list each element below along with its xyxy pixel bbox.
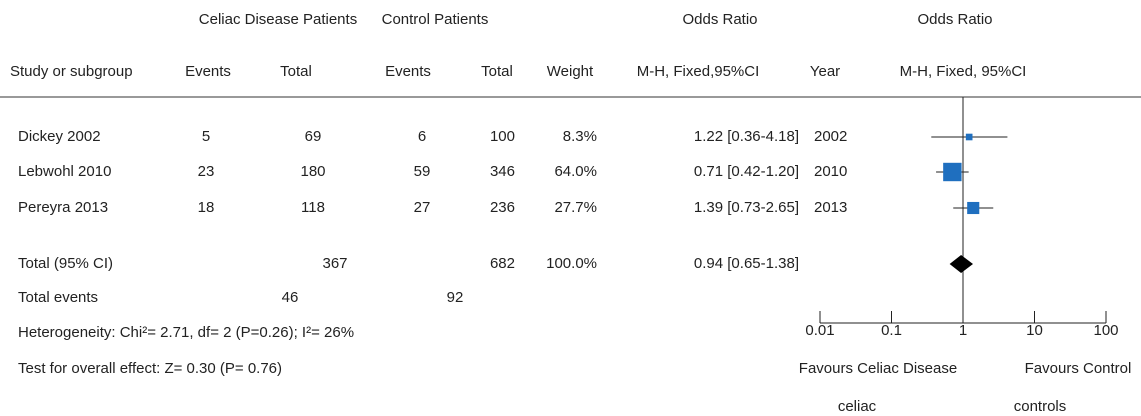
total: 118: [301, 199, 325, 216]
ci-label: 0.71 [0.42-1.20]: [694, 163, 799, 180]
column-header: Events: [185, 63, 231, 80]
heterogeneity: Heterogeneity: Chi²= 2.71, df= 2 (P=0.26…: [18, 324, 354, 341]
group-header: Odds Ratio: [917, 11, 992, 28]
column-header: Weight: [547, 63, 594, 80]
overall-effect: Test for overall effect: Z= 0.30 (P= 0.7…: [18, 360, 282, 377]
favours-label: celiac: [838, 398, 877, 415]
summary-diamond: [949, 255, 974, 273]
group-header: Control Patients: [382, 11, 489, 28]
study-name: Lebwohl 2010: [18, 163, 111, 180]
total: 346: [490, 163, 515, 180]
total-name: Total (95% CI): [18, 255, 113, 272]
weight: 27.7%: [554, 199, 597, 216]
total: 682: [490, 255, 515, 272]
group-header: Odds Ratio: [682, 11, 757, 28]
events: 5: [202, 128, 210, 145]
column-header: M-H, Fixed, 95%CI: [900, 63, 1027, 80]
year: 2002: [814, 128, 847, 145]
total-events-name: Total events: [18, 289, 98, 306]
total: 367: [322, 255, 347, 272]
total: 100: [490, 128, 515, 145]
events: 46: [282, 289, 299, 306]
ci-label: 0.94 [0.65-1.38]: [694, 255, 799, 272]
study-name: Pereyra 2013: [18, 199, 108, 216]
weight-box: [967, 201, 980, 215]
column-header: M-H, Fixed,95%CI: [637, 63, 760, 80]
column-header: Events: [385, 63, 431, 80]
column-header: Study or subgroup: [10, 63, 133, 80]
column-header: Total: [481, 63, 513, 80]
events: 27: [414, 199, 431, 216]
study-name: Dickey 2002: [18, 128, 101, 145]
x-tick-label: 0.1: [881, 322, 902, 339]
events: 6: [418, 128, 426, 145]
x-tick-label: 100: [1093, 322, 1118, 339]
weight: 8.3%: [563, 128, 597, 145]
weight-box: [965, 133, 973, 141]
favours-label: Favours Control: [1025, 360, 1132, 377]
events: 59: [414, 163, 431, 180]
favours-label: Favours Celiac Disease: [799, 360, 957, 377]
x-tick-label: 0.01: [805, 322, 834, 339]
ci-label: 1.22 [0.36-4.18]: [694, 128, 799, 145]
x-tick-label: 10: [1026, 322, 1043, 339]
events: 23: [198, 163, 215, 180]
weight-box: [943, 162, 962, 182]
total: 236: [490, 199, 515, 216]
column-header: Year: [810, 63, 840, 80]
year: 2013: [814, 199, 847, 216]
weight: 100.0%: [546, 255, 597, 272]
events: 18: [198, 199, 215, 216]
events: 92: [447, 289, 464, 306]
weight: 64.0%: [554, 163, 597, 180]
x-tick-label: 1: [959, 322, 967, 339]
column-header: Total: [280, 63, 312, 80]
group-header: Celiac Disease Patients: [199, 11, 357, 28]
year: 2010: [814, 163, 847, 180]
total: 180: [300, 163, 325, 180]
total: 69: [305, 128, 322, 145]
ci-label: 1.39 [0.73-2.65]: [694, 199, 799, 216]
favours-label: controls: [1014, 398, 1067, 415]
